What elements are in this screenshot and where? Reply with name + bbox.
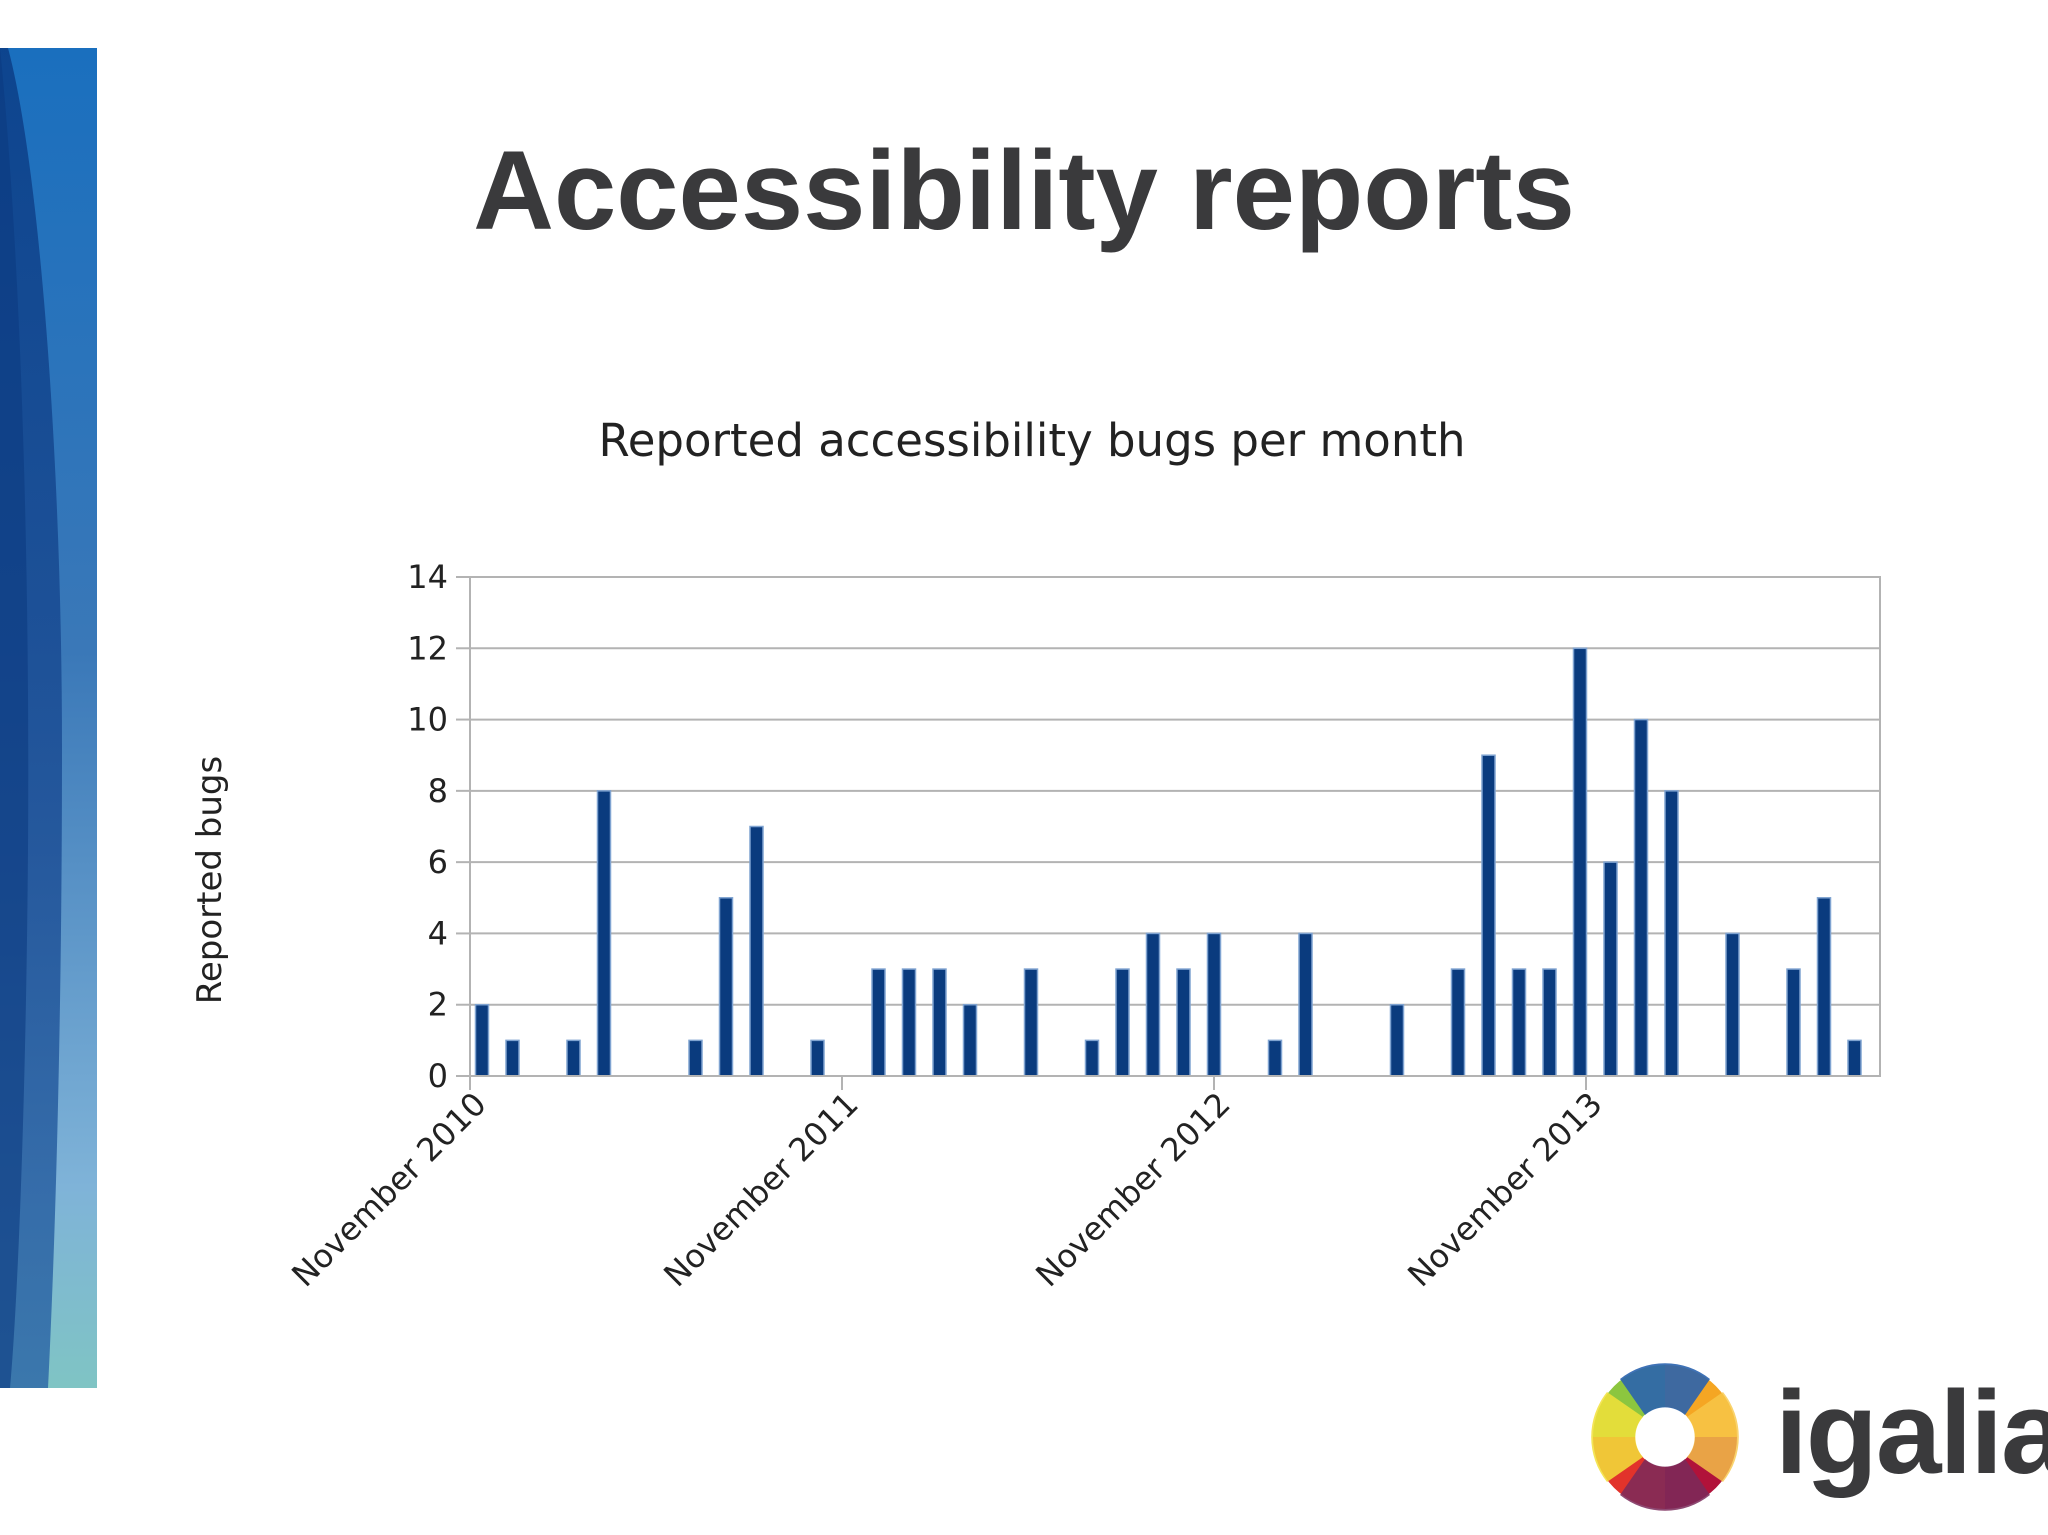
bar (505, 1039, 520, 1077)
decorative-side-band (0, 48, 97, 1388)
plot-frame (469, 576, 1881, 1077)
y-tick-label: 2 (428, 986, 448, 1024)
bar (932, 968, 947, 1077)
bar (1633, 718, 1649, 1077)
bar (1511, 968, 1527, 1077)
x-axis: November 2010 November 2011 November 2012 N… (284, 1076, 1610, 1294)
bar (1206, 932, 1222, 1077)
y-tick-label: 0 (428, 1057, 448, 1095)
bar (596, 790, 612, 1077)
x-tick-label: November 2010 (284, 1085, 493, 1294)
y-tick-label: 4 (428, 914, 448, 952)
y-tick-label: 8 (428, 772, 448, 810)
bar (1450, 968, 1466, 1077)
bar (962, 1003, 978, 1077)
bar (1084, 1039, 1100, 1077)
y-tick-label: 14 (407, 558, 448, 596)
bar (1023, 968, 1039, 1077)
x-tick-label: November 2012 (1028, 1085, 1237, 1294)
y-axis-title: Reported bugs (190, 756, 230, 1004)
bar (1115, 968, 1130, 1077)
chart-title: Reported accessibility bugs per month (598, 414, 1465, 467)
bar (1572, 647, 1588, 1077)
igalia-wordmark: igalia (1775, 1367, 2048, 1499)
bar (901, 968, 917, 1077)
x-tick-label: November 2013 (1400, 1085, 1609, 1294)
bar (871, 968, 886, 1077)
bar-series (474, 647, 1862, 1077)
bar (810, 1039, 825, 1077)
bar (1847, 1039, 1862, 1077)
bar (1145, 932, 1161, 1077)
bar (749, 825, 764, 1077)
bar (474, 1003, 490, 1077)
bar (1664, 790, 1679, 1077)
y-tick-label: 6 (428, 843, 448, 881)
bar (566, 1039, 581, 1077)
bar (1389, 1003, 1405, 1077)
slide-title: Accessibility reports (473, 128, 1575, 253)
bar (1786, 968, 1801, 1077)
y-axis: 0 2 4 6 8 10 12 14 (407, 558, 470, 1095)
bar (1725, 932, 1740, 1077)
bar (1267, 1039, 1283, 1077)
igalia-logo: igalia (1585, 1355, 2048, 1525)
bar (1176, 968, 1191, 1077)
igalia-logo-mark-icon (1591, 1363, 1739, 1511)
bar (1603, 861, 1618, 1077)
y-tick-label: 12 (407, 629, 448, 667)
bar (1481, 754, 1496, 1077)
bar (1542, 968, 1557, 1077)
x-tick-label: November 2011 (656, 1085, 865, 1294)
y-tick-label: 10 (407, 701, 448, 739)
bar (1298, 932, 1313, 1077)
bar (688, 1039, 703, 1077)
bar (718, 897, 734, 1077)
bar (1816, 897, 1832, 1077)
